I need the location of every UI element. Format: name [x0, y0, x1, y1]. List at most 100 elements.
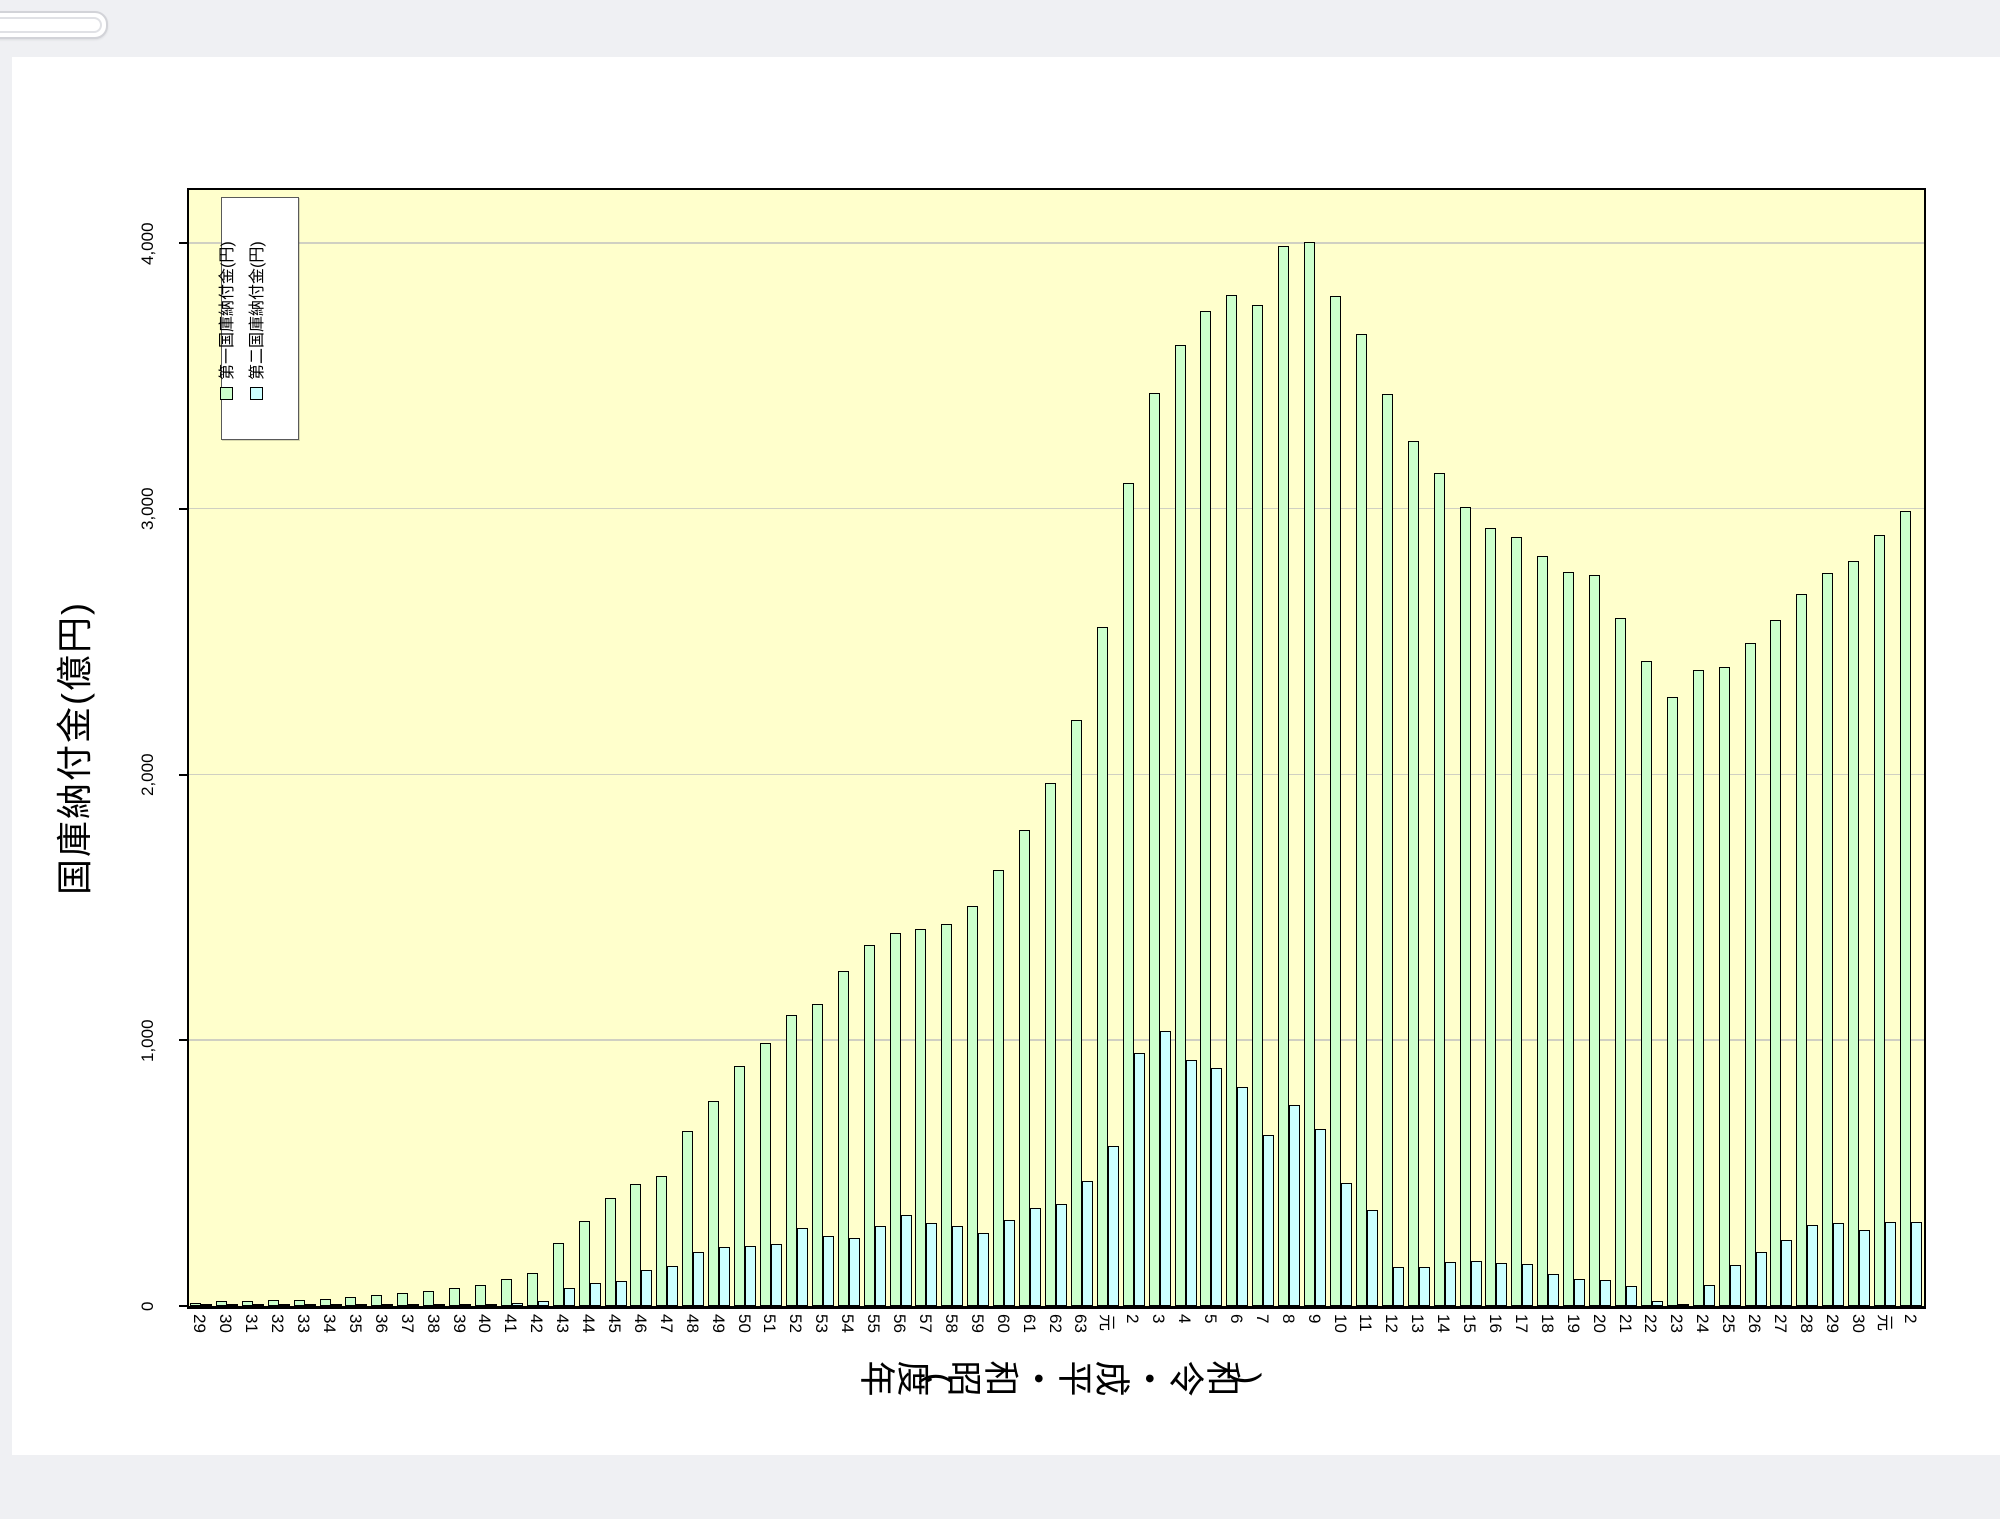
bar-daiichi: [474, 1284, 486, 1306]
x-tick-label: 3: [1149, 1314, 1169, 1324]
bar-daiichi: [604, 1198, 616, 1306]
bar-daini: [1081, 1181, 1093, 1306]
bar-daiichi: [267, 1299, 279, 1306]
bar-daini: [1315, 1128, 1327, 1306]
bar-daiichi: [1019, 829, 1031, 1306]
y-tick-mark: [179, 242, 187, 245]
bar-daiichi: [1796, 594, 1808, 1306]
bar-daini: [1237, 1086, 1249, 1306]
bar-daini: [563, 1288, 575, 1306]
bar-daiichi: [1589, 575, 1601, 1306]
bar-daini: [511, 1303, 523, 1306]
x-tick-label: 63: [1071, 1314, 1091, 1333]
bar-daiichi: [993, 869, 1005, 1306]
bar-daiichi: [1874, 535, 1886, 1306]
gridline: [188, 507, 1924, 510]
x-tick-label: 10: [1330, 1314, 1350, 1333]
x-tick-label: 38: [423, 1314, 443, 1333]
x-tick-label: 30: [1848, 1314, 1868, 1333]
bar-daiichi: [1278, 245, 1290, 1306]
bar-daini: [1366, 1209, 1378, 1306]
x-tick-label: 14: [1434, 1314, 1454, 1333]
x-tick-label: 52: [786, 1314, 806, 1333]
bar-daiichi: [578, 1220, 590, 1306]
x-axis-title-char: 平: [1054, 1360, 1096, 1398]
x-tick-label: 24: [1693, 1314, 1713, 1333]
y-tick-mark: [179, 1305, 187, 1307]
bar-daiichi: [1692, 669, 1704, 1306]
bar-daini: [1496, 1262, 1508, 1306]
bar-daini: [693, 1251, 705, 1306]
x-tick-label: 47: [656, 1314, 676, 1333]
x-tick-label: 41: [501, 1314, 521, 1333]
x-tick-label: 2: [1900, 1314, 1920, 1324]
bar-daini: [1289, 1104, 1301, 1306]
bar-daiichi: [941, 923, 953, 1306]
bar-daiichi: [1304, 242, 1316, 1306]
x-tick-label: 29: [1822, 1314, 1842, 1333]
x-axis-title-char: ・: [1128, 1360, 1170, 1398]
bar-daiichi: [1822, 573, 1834, 1306]
y-tick-label: 4,000: [138, 222, 157, 265]
bar-daini: [1833, 1222, 1845, 1306]
bar-daini: [1159, 1030, 1171, 1306]
x-tick-label: 7: [1252, 1314, 1272, 1324]
bar-daini: [1185, 1059, 1197, 1306]
y-tick-label: 1,000: [138, 1019, 157, 1062]
bar-daiichi: [915, 928, 927, 1306]
bar-daiichi: [1666, 696, 1678, 1306]
bar-daini: [978, 1232, 990, 1306]
bar-daini: [1056, 1203, 1067, 1306]
x-axis-title-char: 昭: [943, 1360, 985, 1398]
bar-daini: [745, 1245, 757, 1306]
y-tick-mark: [179, 507, 187, 510]
bar-daini: [1677, 1304, 1689, 1306]
bar-daini: [1004, 1220, 1016, 1306]
bar-daiichi: [552, 1243, 564, 1306]
bar-daiichi: [967, 905, 979, 1306]
bar-daiichi: [811, 1003, 823, 1306]
x-tick-label: 11: [1356, 1314, 1376, 1332]
bar-daiichi: [1045, 783, 1056, 1306]
x-tick-label: 4: [1175, 1314, 1195, 1324]
bar-daini: [822, 1235, 834, 1306]
bar-daini: [1211, 1068, 1223, 1306]
bar-daini: [615, 1281, 627, 1306]
bar-daiichi: [734, 1066, 746, 1306]
x-tick-label: 60: [993, 1314, 1013, 1333]
bar-daini: [278, 1304, 290, 1306]
x-tick-label: 61: [1019, 1314, 1039, 1333]
scrollbar-pill[interactable]: [0, 11, 108, 39]
bar-daiichi: [1407, 441, 1419, 1306]
bar-daini: [796, 1227, 808, 1306]
x-tick-label: 32: [268, 1314, 288, 1333]
bar-daini: [770, 1244, 782, 1306]
x-tick-label: 23: [1667, 1314, 1687, 1333]
gridline: [188, 1039, 1924, 1041]
bar-daini: [1885, 1222, 1897, 1306]
x-tick-label: 36: [371, 1314, 391, 1333]
bar-daini: [1522, 1263, 1534, 1306]
x-axis-title: 年度(昭和・平成・令和): [857, 1358, 1269, 1400]
bar-daini: [1444, 1261, 1456, 1306]
x-tick-label: 2: [1123, 1314, 1143, 1324]
bar-daini: [1418, 1266, 1430, 1306]
x-tick-label: 12: [1382, 1314, 1402, 1333]
bar-daiichi: [1718, 666, 1730, 1306]
legend-swatch-daini: [250, 387, 263, 400]
x-tick-label: 20: [1589, 1314, 1609, 1333]
bar-daiichi: [1355, 333, 1367, 1306]
x-tick-label: 19: [1563, 1314, 1583, 1333]
bar-daini: [1911, 1221, 1923, 1306]
legend-label: 第一国庫納付金(円): [219, 241, 236, 380]
bar-daiichi: [1252, 305, 1264, 1306]
x-tick-label: 45: [605, 1314, 625, 1333]
gridline: [188, 773, 1924, 776]
bar-daini: [589, 1282, 601, 1306]
bar-daiichi: [1330, 295, 1341, 1306]
bar-daini: [226, 1304, 238, 1306]
x-tick-label: 8: [1278, 1314, 1298, 1324]
x-tick-label: 56: [890, 1314, 910, 1333]
x-tick-label: 50: [734, 1314, 754, 1333]
x-tick-label: 37: [397, 1314, 417, 1333]
